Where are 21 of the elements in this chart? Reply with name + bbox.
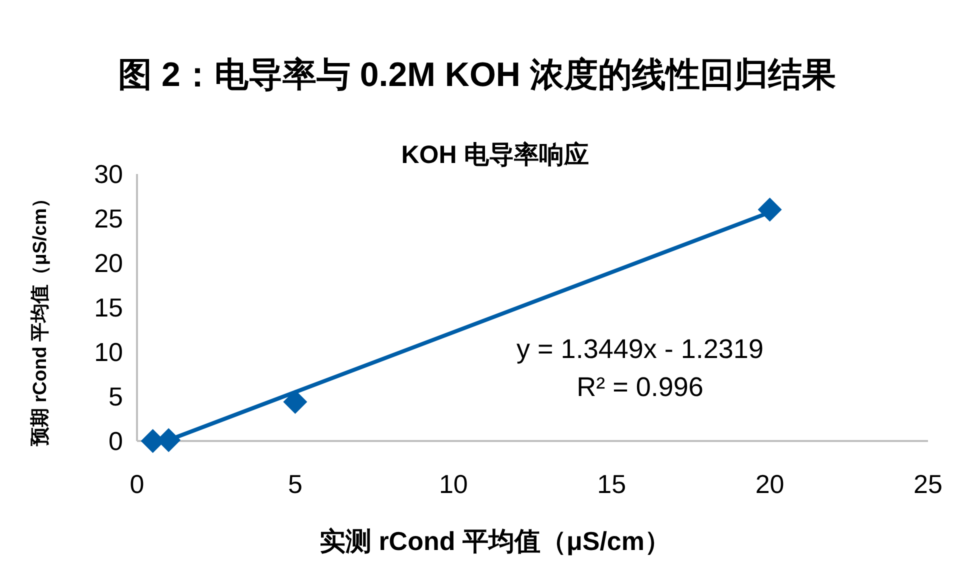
y-tick-label: 10: [94, 337, 123, 367]
chart-subtitle: KOH 电导率响应: [401, 141, 589, 169]
x-tick-label: 0: [130, 469, 144, 499]
point: [283, 390, 308, 414]
y-axis-title: 预期 rCond 平均值（μS/cm）: [30, 189, 51, 447]
point: [758, 198, 782, 222]
x-tick-label: 15: [597, 469, 626, 499]
chart-title: 图 2：电导率与 0.2M KOH 浓度的线性回归结果: [118, 56, 836, 94]
annotation: y = 1.3449x - 1.2319: [516, 334, 764, 364]
y-tick-label: 0: [108, 426, 123, 456]
x-tick-label: 5: [288, 469, 302, 499]
y-tick-label: 25: [94, 204, 123, 234]
y-tick-label: 20: [94, 248, 123, 278]
y-tick-label: 15: [94, 292, 123, 322]
x-tick-label: 10: [438, 469, 468, 499]
y-tick-label: 5: [108, 382, 123, 412]
annotation: R² = 0.996: [576, 372, 704, 402]
y-tick-label: 30: [94, 159, 123, 189]
x-axis-title: 实测 rCond 平均值（μS/cm）: [319, 526, 671, 556]
x-tick-label: 25: [914, 469, 942, 499]
x-tick-label: 20: [755, 469, 784, 499]
